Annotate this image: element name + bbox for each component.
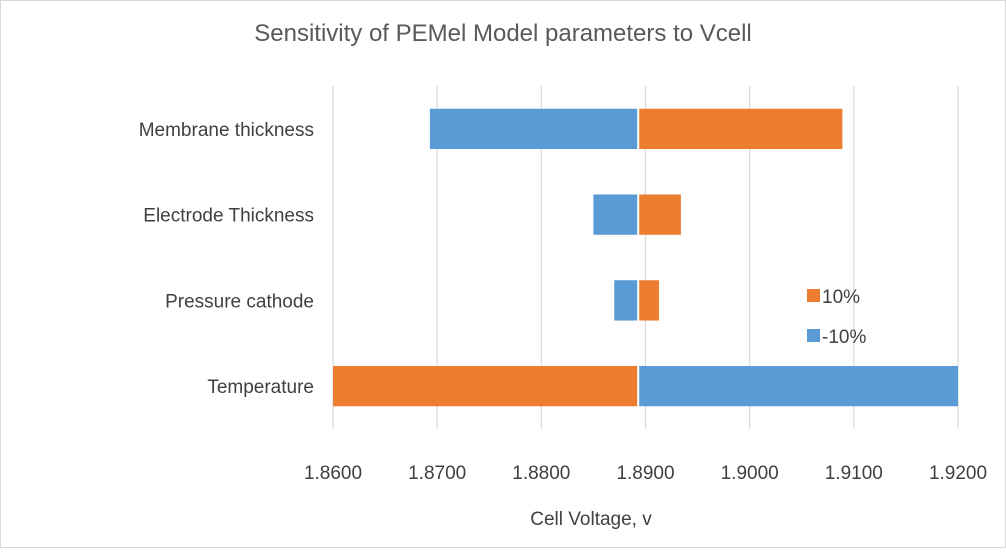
category-label: Pressure cathode bbox=[165, 291, 314, 312]
bar-plus10-0 bbox=[638, 108, 843, 150]
legend-swatch bbox=[807, 329, 820, 342]
legend-swatch bbox=[807, 289, 820, 302]
x-tick-label: 1.9200 bbox=[929, 463, 987, 484]
category-label: Electrode Thickness bbox=[143, 206, 314, 227]
x-tick-label: 1.9100 bbox=[825, 463, 883, 484]
legend-label: -10% bbox=[822, 327, 866, 348]
bar-minus10-3 bbox=[638, 365, 958, 407]
category-label: Membrane thickness bbox=[139, 120, 314, 141]
x-tick-label: 1.8900 bbox=[616, 463, 674, 484]
legend-label: 10% bbox=[822, 287, 860, 308]
x-tick-label: 1.9000 bbox=[721, 463, 779, 484]
bar-minus10-2 bbox=[614, 280, 639, 321]
x-tick-label: 1.8800 bbox=[512, 463, 570, 484]
x-tick-labels: 1.8600 1.8700 1.8800 1.8900 1.9000 1.9100 1.92… bbox=[304, 463, 987, 484]
x-tick-label: 1.8600 bbox=[304, 463, 362, 484]
bar-plus10-1 bbox=[638, 194, 681, 235]
x-tick-label: 1.8700 bbox=[408, 463, 466, 484]
legend: 10% -10% bbox=[807, 287, 866, 348]
bar-plus10-3 bbox=[333, 365, 639, 407]
category-labels: Membrane thickness Electrode Thickness Pre… bbox=[139, 120, 314, 398]
bar-plus10-2 bbox=[638, 280, 660, 321]
x-axis-label: Cell Voltage, v bbox=[530, 509, 652, 530]
bar-minus10-1 bbox=[593, 194, 639, 235]
chart-title: Sensitivity of PEMel Model parameters to… bbox=[254, 20, 752, 47]
category-label: Temperature bbox=[207, 377, 314, 398]
bar-layer bbox=[333, 108, 958, 407]
bar-minus10-0 bbox=[429, 108, 639, 150]
